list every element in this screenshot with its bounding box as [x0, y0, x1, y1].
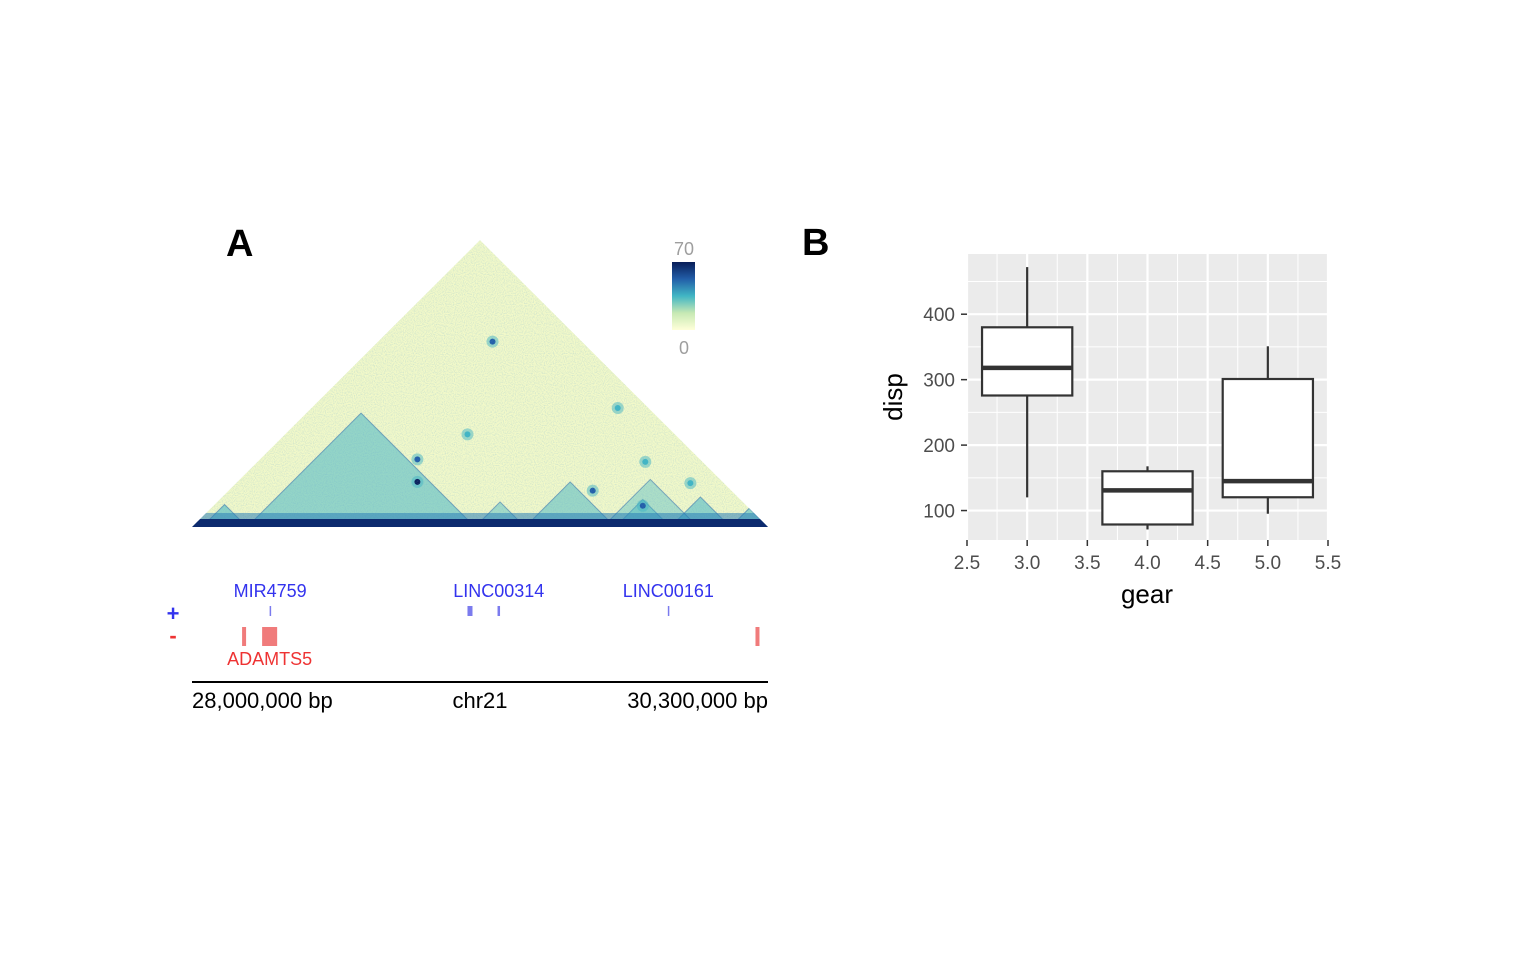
y-tick-label: 200: [923, 436, 955, 457]
gene-plus: [467, 606, 473, 616]
axis-right-label: 30,300,000 bp: [627, 688, 768, 713]
y-tick-label: 100: [923, 502, 955, 523]
x-tick-label: 4.5: [1194, 553, 1220, 574]
gene-plus: [497, 606, 501, 616]
axis-chromosome-label: chr21: [452, 688, 507, 713]
colorbar-min-label: 0: [679, 338, 689, 358]
panel-a-label: A: [226, 223, 253, 265]
x-tick-label: 3.5: [1074, 553, 1100, 574]
gene-minus-label: ADAMTS5: [227, 649, 312, 669]
gene-plus-label: LINC00161: [623, 581, 714, 601]
gene-plus: [269, 606, 272, 616]
boxplot-gear-3: [980, 267, 1074, 498]
boxplot-gear-5: [1221, 346, 1315, 514]
y-axis-title: disp: [878, 373, 908, 421]
gene-plus: [667, 606, 670, 616]
panel-b-label: B: [802, 222, 829, 264]
gene-minus: [242, 627, 247, 646]
colorbar: 70 0: [672, 239, 695, 358]
x-axis-title: gear: [1121, 579, 1173, 609]
x-tick-label: 4.0: [1134, 553, 1160, 574]
box-iqr: [980, 326, 1074, 397]
diagonal-band: [192, 519, 768, 527]
gene-plus-label: MIR4759: [234, 581, 307, 601]
panel-a: A 70 0 + - MIR4759 LINC00314 LINC00161 ADA…: [167, 223, 768, 713]
panel-b: B 2.5 3.0 3.5 4.0 4.5 5.0 5.5 100 200 300 400 gea…: [802, 222, 1341, 609]
gene-track: + - MIR4759 LINC00314 LINC00161 ADAMTS5: [167, 581, 760, 669]
gene-minus: [755, 627, 760, 646]
y-tick-label: 400: [923, 305, 955, 326]
minus-strand-genes: ADAMTS5: [227, 627, 760, 669]
x-tick-label: 2.5: [954, 553, 980, 574]
box-iqr: [1221, 377, 1315, 499]
gene-minus: [262, 627, 278, 646]
minus-strand-label: -: [169, 623, 176, 648]
y-tick-label: 300: [923, 371, 955, 392]
colorbar-gradient: [672, 262, 695, 330]
x-tick-label: 5.5: [1315, 553, 1341, 574]
x-tick-label: 5.0: [1255, 553, 1281, 574]
plus-strand-label: +: [167, 601, 180, 626]
colorbar-max-label: 70: [674, 239, 694, 259]
gene-plus-label: LINC00314: [453, 581, 544, 601]
x-axis-ticks: 2.5 3.0 3.5 4.0 4.5 5.0 5.5: [954, 540, 1341, 574]
boxplots: [980, 267, 1315, 530]
axis-left-label: 28,000,000 bp: [192, 688, 333, 713]
x-tick-label: 3.0: [1014, 553, 1040, 574]
y-axis-ticks: 100 200 300 400: [923, 305, 967, 523]
genomic-axis: 28,000,000 bp chr21 30,300,000 bp: [192, 681, 768, 713]
box-iqr: [1101, 470, 1194, 526]
plus-strand-genes: MIR4759 LINC00314 LINC00161: [234, 581, 714, 616]
diagonal-band-outer: [192, 513, 768, 519]
boxplot-gear-4: [1101, 466, 1194, 530]
